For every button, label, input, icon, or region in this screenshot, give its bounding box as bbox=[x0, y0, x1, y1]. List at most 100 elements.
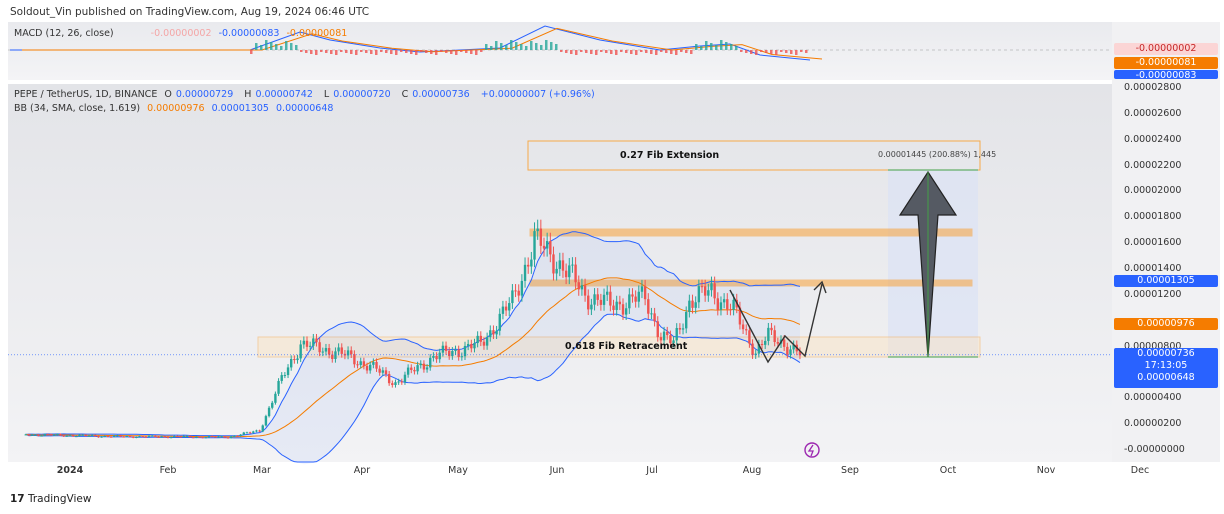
macd-histogram-bar bbox=[250, 50, 253, 54]
price-tick: 0.00002800 bbox=[1124, 81, 1182, 93]
candle-body bbox=[713, 283, 716, 299]
time-tick: Nov bbox=[1036, 465, 1056, 476]
candle-body bbox=[441, 345, 445, 353]
price-tick: 0.00002000 bbox=[1124, 185, 1182, 197]
macd-histogram-bar bbox=[465, 50, 468, 53]
candle-body bbox=[271, 402, 274, 408]
macd-histogram-bar bbox=[695, 44, 698, 50]
macd-histogram-bar bbox=[580, 50, 583, 52]
candle-body bbox=[308, 345, 312, 347]
macd-histogram-bar bbox=[785, 50, 788, 53]
candle-body bbox=[68, 435, 72, 437]
macd-histogram-bar bbox=[760, 50, 763, 52]
bb-basis-value: 0.00000976 bbox=[147, 103, 205, 114]
macd-histogram-bar bbox=[475, 50, 478, 55]
candle-body bbox=[239, 434, 242, 436]
candle-body bbox=[470, 343, 473, 349]
candle-body bbox=[628, 294, 631, 309]
candle-body bbox=[163, 436, 166, 438]
macd-histogram-bar bbox=[505, 45, 508, 50]
lightning-bolt bbox=[807, 444, 814, 457]
macd-histogram-bar bbox=[550, 42, 553, 50]
candle-body bbox=[252, 431, 255, 433]
candle-body bbox=[274, 393, 277, 403]
candle-body bbox=[463, 345, 467, 357]
macd-line-value: -0.00000083 bbox=[218, 28, 280, 39]
candle-body bbox=[669, 335, 672, 344]
macd-histogram-bar bbox=[660, 50, 663, 52]
candle-body bbox=[593, 294, 596, 305]
macd-histogram-bar bbox=[265, 40, 268, 50]
candle-body bbox=[564, 270, 568, 278]
macd-histogram-bar bbox=[365, 50, 368, 53]
candle-body bbox=[422, 363, 426, 370]
candle-body bbox=[691, 300, 694, 308]
price-tag-value: 0.00000736 bbox=[1137, 348, 1195, 359]
candle-body bbox=[719, 302, 723, 310]
candle-body bbox=[495, 330, 498, 335]
candle-body bbox=[454, 349, 457, 352]
macd-histogram-bar bbox=[590, 50, 593, 54]
candle-body bbox=[400, 381, 403, 383]
candle-body bbox=[792, 344, 795, 350]
macd-histogram-bar bbox=[315, 50, 318, 55]
candle-body bbox=[157, 436, 160, 438]
macd-histogram-bar bbox=[735, 46, 738, 50]
macd-histogram-bar bbox=[270, 42, 273, 50]
candle-body bbox=[179, 436, 182, 438]
candle-body bbox=[688, 300, 691, 312]
candle-body bbox=[138, 436, 141, 438]
candle-body bbox=[697, 286, 701, 303]
candle-body bbox=[754, 353, 757, 356]
time-tick: 2024 bbox=[56, 465, 84, 476]
candle-body bbox=[24, 434, 27, 436]
projection-arrowhead-icon bbox=[813, 280, 827, 294]
macd-histogram-bar bbox=[650, 50, 653, 54]
macd-line-tag: -0.00000083 bbox=[1114, 70, 1218, 79]
macd-histogram-bar bbox=[690, 50, 693, 54]
price-axis[interactable] bbox=[1112, 22, 1220, 462]
price-tick: 0.00000400 bbox=[1124, 392, 1182, 404]
candle-body bbox=[353, 354, 356, 365]
candle-body bbox=[226, 437, 230, 439]
candle-body bbox=[245, 432, 249, 434]
macd-histogram-bar bbox=[740, 50, 743, 52]
candle-body bbox=[103, 435, 106, 437]
macd-histogram-bar bbox=[665, 50, 668, 53]
candle-body bbox=[716, 298, 719, 310]
candle-body bbox=[299, 344, 302, 359]
candle-body bbox=[637, 291, 640, 302]
macd-histogram-bar bbox=[600, 50, 603, 52]
price-tick: 0.00002200 bbox=[1124, 159, 1182, 171]
macd-legend: MACD (12, 26, close) -0.00000002 -0.0000… bbox=[14, 28, 351, 39]
candle-body bbox=[444, 345, 448, 351]
macd-histogram-bar bbox=[395, 50, 398, 55]
candle-body bbox=[498, 313, 501, 331]
candle-body bbox=[280, 375, 283, 381]
candle-body bbox=[188, 435, 192, 438]
macd-histogram-bar bbox=[725, 42, 728, 50]
candle-body bbox=[479, 335, 482, 342]
candle-body bbox=[672, 340, 675, 344]
macd-histogram-bar bbox=[670, 50, 673, 54]
candle-body bbox=[681, 328, 685, 330]
candle-body bbox=[757, 344, 761, 354]
macd-histogram-bar bbox=[490, 46, 493, 50]
candle-body bbox=[425, 367, 429, 370]
macd-histogram-bar bbox=[555, 44, 558, 50]
candle-body bbox=[381, 370, 385, 373]
candle-body bbox=[732, 299, 735, 310]
candle-body bbox=[561, 260, 565, 271]
macd-histogram-bar bbox=[495, 41, 498, 50]
macd-histogram-bar bbox=[510, 40, 513, 50]
macd-histogram-bar bbox=[625, 50, 628, 53]
candle-body bbox=[350, 350, 353, 355]
candle-body bbox=[571, 264, 574, 266]
time-tick: Jun bbox=[549, 465, 565, 476]
candle-body bbox=[549, 241, 552, 255]
candle-body bbox=[406, 367, 410, 375]
candle-body bbox=[643, 286, 647, 300]
time-tick: Mar bbox=[253, 465, 271, 476]
projection-path bbox=[729, 283, 823, 364]
